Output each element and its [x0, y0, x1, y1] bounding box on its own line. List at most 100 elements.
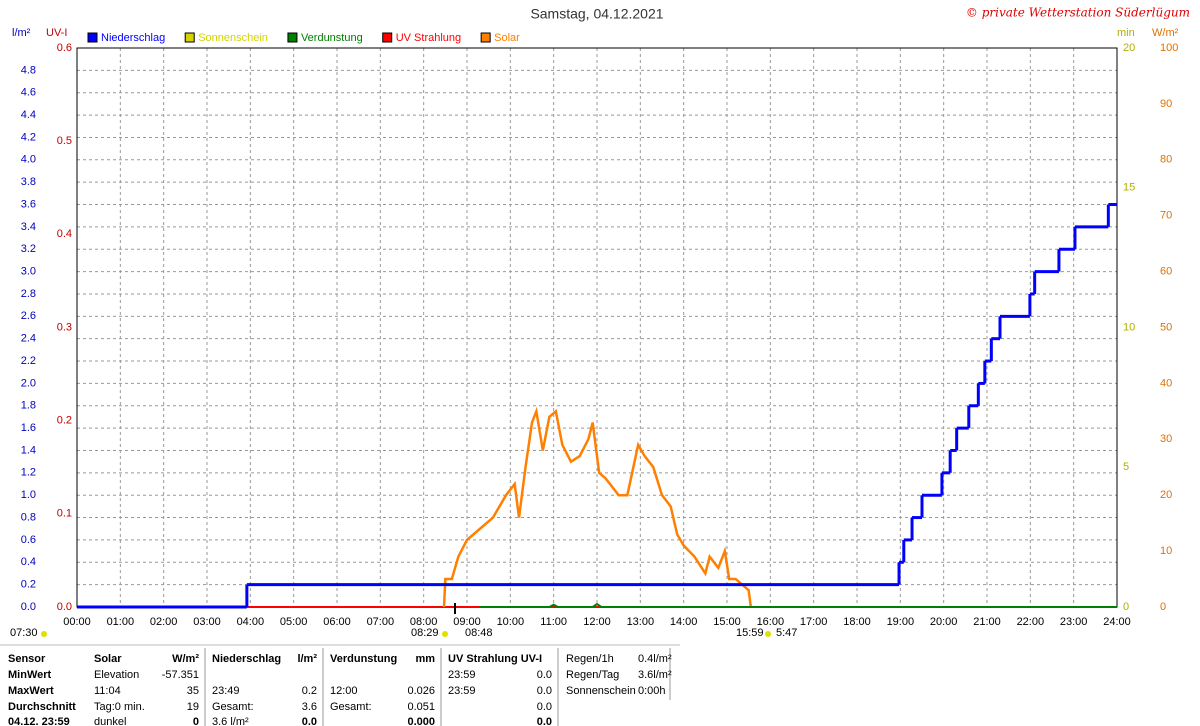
legend-label: UV Strahlung	[396, 32, 461, 44]
y-tick-label: 1.8	[21, 400, 36, 412]
sun-annotation: 07:30	[10, 627, 38, 639]
row-header: Durchschnitt	[8, 701, 76, 713]
y-axis-title: l/m²	[12, 27, 31, 39]
block-header: UV Strahlung UV-I	[448, 653, 542, 665]
x-tick-label: 15:00	[713, 616, 741, 628]
wm2-tick-label: 90	[1160, 98, 1172, 110]
cell-value: 0	[193, 716, 199, 726]
x-tick-label: 21:00	[973, 616, 1001, 628]
x-tick-label: 20:00	[930, 616, 958, 628]
cell-label: 3.6 l/m²	[212, 716, 249, 726]
cell-label: dunkel	[94, 716, 126, 726]
extra-label: Regen/1h	[566, 653, 614, 665]
uv-axis-title: UV-I	[46, 27, 67, 39]
y-tick-label: 1.2	[21, 467, 36, 479]
cell-value: 0.051	[407, 701, 435, 713]
legend-swatch	[184, 32, 195, 43]
y-tick-label: 0.6	[21, 534, 36, 546]
cell-value: -57.351	[162, 669, 199, 681]
y-tick-label: 0.0	[21, 601, 36, 613]
sun-marker	[765, 631, 771, 637]
x-tick-label: 01:00	[107, 616, 135, 628]
sun-annotation: 5:47	[776, 627, 797, 639]
wm2-tick-label: 0	[1160, 601, 1166, 613]
x-tick-label: 03:00	[193, 616, 221, 628]
uv-tick-label: 0.0	[57, 601, 72, 613]
x-tick-label: 02:00	[150, 616, 178, 628]
uv-tick-label: 0.6	[57, 42, 72, 54]
wm2-tick-label: 80	[1160, 154, 1172, 166]
row-header: Sensor	[8, 653, 46, 665]
sun-marker	[442, 631, 448, 637]
min-tick-label: 20	[1123, 42, 1135, 54]
legend-swatch	[382, 32, 393, 43]
cell-label: 11:04	[94, 685, 121, 697]
legend-swatch	[480, 32, 491, 43]
cell-value: 19	[187, 701, 199, 713]
block-unit: W/m²	[172, 653, 199, 665]
wm2-tick-label: 30	[1160, 433, 1172, 445]
cell-value: 0.2	[302, 685, 317, 697]
x-tick-label: 13:00	[627, 616, 655, 628]
x-tick-label: 19:00	[887, 616, 915, 628]
uv-tick-label: 0.1	[57, 508, 72, 520]
wm2-tick-label: 60	[1160, 266, 1172, 278]
chart-title: Samstag, 04.12.2021	[530, 6, 663, 22]
x-tick-label: 16:00	[757, 616, 785, 628]
y-tick-label: 4.8	[21, 64, 36, 76]
min-tick-label: 5	[1123, 461, 1129, 473]
legend-label: Sonnenschein	[198, 32, 268, 44]
x-tick-label: 23:00	[1060, 616, 1088, 628]
min-tick-label: 10	[1123, 321, 1135, 333]
block-header: Solar	[94, 653, 122, 665]
uv-tick-label: 0.4	[57, 228, 72, 240]
cell-label: 12:00	[330, 685, 358, 697]
row-header: MaxWert	[8, 685, 54, 697]
cell-value: 0.000	[407, 716, 435, 726]
wm2-tick-label: 10	[1160, 545, 1172, 557]
block-header: Niederschlag	[212, 653, 281, 665]
extra-value: 3.6l/m²	[638, 669, 672, 681]
block-unit: mm	[415, 653, 435, 665]
wm2-tick-label: 40	[1160, 377, 1172, 389]
block-header: Verdunstung	[330, 653, 397, 665]
cell-label: 23:59	[448, 669, 476, 681]
wm2-tick-label: 50	[1160, 321, 1172, 333]
cell-label: Elevation	[94, 669, 139, 681]
row-header: 04.12. 23:59	[8, 716, 70, 726]
extra-value: 0:00h	[638, 685, 666, 697]
cell-label: Gesamt:	[212, 701, 254, 713]
x-tick-label: 08:00	[410, 616, 438, 628]
y-tick-label: 2.2	[21, 355, 36, 367]
y-tick-label: 0.2	[21, 579, 36, 591]
y-tick-label: 4.6	[21, 87, 36, 99]
x-tick-label: 12:00	[583, 616, 611, 628]
y-tick-label: 4.0	[21, 154, 36, 166]
y-tick-label: 0.4	[21, 556, 36, 568]
legend-swatch	[287, 32, 298, 43]
x-tick-label: 11:00	[540, 616, 567, 628]
series-line	[442, 406, 753, 608]
uv-tick-label: 0.2	[57, 415, 72, 427]
cell-value: 0.0	[537, 685, 552, 697]
x-tick-label: 04:00	[237, 616, 265, 628]
extra-value: 0.4l/m²	[638, 653, 672, 665]
y-tick-label: 2.8	[21, 288, 36, 300]
x-tick-label: 07:00	[367, 616, 395, 628]
x-tick-label: 18:00	[843, 616, 871, 628]
row-header: MinWert	[8, 669, 52, 681]
y-tick-label: 4.2	[21, 131, 36, 143]
y-tick-label: 3.2	[21, 243, 36, 255]
legend-label: Verdunstung	[301, 32, 363, 44]
y-tick-label: 2.0	[21, 377, 36, 389]
legend-label: Solar	[494, 32, 520, 44]
cell-value: 0.0	[537, 716, 552, 726]
x-tick-label: 05:00	[280, 616, 308, 628]
y-tick-label: 3.4	[21, 221, 36, 233]
x-tick-label: 10:00	[497, 616, 525, 628]
x-tick-label: 00:00	[63, 616, 91, 628]
min-tick-label: 0	[1123, 601, 1129, 613]
sun-annotation: 15:59	[736, 627, 764, 639]
x-tick-label: 06:00	[323, 616, 351, 628]
